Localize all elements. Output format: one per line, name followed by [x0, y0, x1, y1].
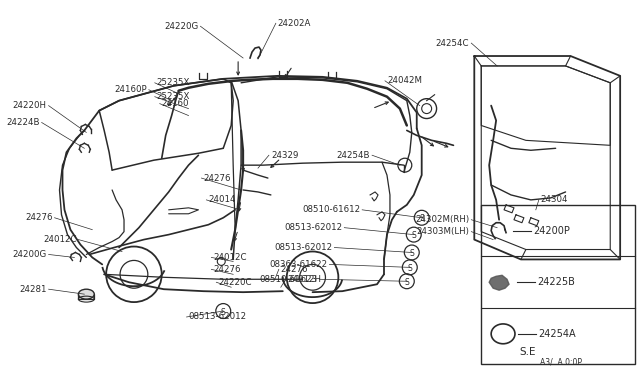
- Text: S: S: [419, 214, 424, 223]
- Text: 24276: 24276: [213, 265, 241, 274]
- Text: 24276: 24276: [281, 265, 308, 274]
- Text: 25235X: 25235X: [157, 92, 190, 101]
- Text: 24042M: 24042M: [387, 76, 422, 85]
- Text: 08510-61623: 08510-61623: [259, 275, 317, 284]
- Bar: [481, 205, 635, 363]
- Text: 24276: 24276: [204, 174, 231, 183]
- Text: 24012C: 24012C: [43, 235, 76, 244]
- Ellipse shape: [78, 289, 94, 299]
- Text: S: S: [410, 249, 414, 258]
- Text: A3/..A 0:0P: A3/..A 0:0P: [540, 357, 582, 366]
- Text: 24012C: 24012C: [213, 253, 247, 262]
- Text: 24302M(RH): 24302M(RH): [415, 215, 469, 224]
- Text: S.E: S.E: [519, 347, 536, 357]
- Text: 24254A: 24254A: [538, 329, 575, 339]
- Text: 08363-61622: 08363-61622: [269, 260, 328, 269]
- Text: S: S: [408, 264, 412, 273]
- Text: 24220H: 24220H: [13, 101, 47, 110]
- Text: 24225B: 24225B: [537, 277, 575, 287]
- Text: 08510-61612: 08510-61612: [302, 205, 360, 214]
- Text: 24276: 24276: [25, 213, 52, 222]
- Text: 24202A: 24202A: [278, 19, 311, 28]
- Text: 24304: 24304: [541, 195, 568, 204]
- Text: 24329: 24329: [271, 151, 298, 160]
- Text: S: S: [412, 231, 416, 240]
- Text: 24224B: 24224B: [6, 118, 40, 127]
- Text: 08513-62012: 08513-62012: [284, 223, 342, 232]
- Text: 24220C: 24220C: [218, 278, 252, 287]
- Text: 24160: 24160: [162, 99, 189, 108]
- Text: 24200P: 24200P: [533, 226, 570, 235]
- Text: 24014: 24014: [209, 195, 236, 204]
- Text: 24281: 24281: [19, 285, 47, 294]
- Text: 08513-62012: 08513-62012: [275, 243, 332, 252]
- Text: 24303M(LH): 24303M(LH): [417, 227, 469, 236]
- Text: 24012H: 24012H: [288, 275, 322, 284]
- Text: 24254C: 24254C: [436, 39, 469, 48]
- Polygon shape: [489, 275, 509, 290]
- Text: 08513-62012: 08513-62012: [189, 312, 246, 321]
- Text: 24220G: 24220G: [164, 22, 198, 31]
- Text: 24160P: 24160P: [114, 85, 147, 94]
- Text: 24200G: 24200G: [12, 250, 47, 259]
- Text: S: S: [404, 278, 409, 287]
- Text: 25235X: 25235X: [157, 78, 190, 87]
- Text: 24254B: 24254B: [337, 151, 370, 160]
- Text: S: S: [221, 308, 226, 317]
